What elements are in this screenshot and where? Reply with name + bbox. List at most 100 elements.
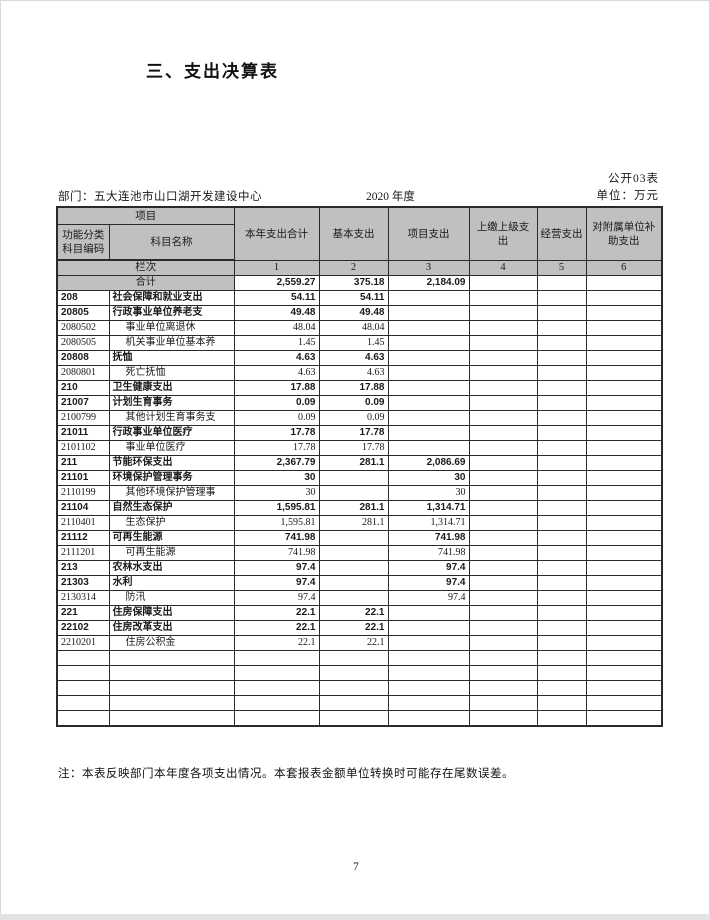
- value-cell: [585, 680, 663, 696]
- value-cell: [468, 470, 538, 486]
- value-cell: [468, 530, 538, 546]
- value-cell: [536, 515, 587, 531]
- empty-row: [56, 680, 663, 696]
- value-cell: [468, 560, 538, 576]
- header-upturn-expense: 上缴上级支出: [468, 206, 538, 261]
- subject-name-cell: 计划生育事务: [108, 395, 235, 411]
- value-cell: [536, 635, 587, 651]
- value-cell: 741.98: [387, 545, 470, 561]
- value-cell: [585, 440, 663, 456]
- function-code-cell: 2100799: [56, 410, 110, 426]
- value-cell: [318, 470, 389, 486]
- total-value: 375.18: [318, 275, 389, 291]
- value-cell: [387, 305, 470, 321]
- value-cell: [318, 680, 389, 696]
- value-cell: [536, 650, 587, 666]
- value-cell: 1,595.81: [233, 515, 320, 531]
- value-cell: [468, 515, 538, 531]
- col-number: 6: [585, 259, 663, 276]
- function-code-cell: 2110401: [56, 515, 110, 531]
- table-row: 208 社会保障和就业支出 54.11 54.11: [56, 290, 663, 306]
- value-cell: [585, 575, 663, 591]
- unit-label: 单位：万元: [596, 190, 659, 202]
- table-row: 21112 可再生能源 741.98 741.98: [56, 530, 663, 546]
- subject-name-cell: 事业单位离退休: [108, 320, 235, 336]
- value-cell: [536, 665, 587, 681]
- value-cell: 17.88: [318, 380, 389, 396]
- empty-row: [56, 710, 663, 727]
- function-code-cell: 2101102: [56, 440, 110, 456]
- subject-name-cell: 住房保障支出: [108, 605, 235, 621]
- function-code-cell: 208: [56, 290, 110, 306]
- value-cell: [585, 485, 663, 501]
- value-cell: [585, 620, 663, 636]
- value-cell: 281.1: [318, 515, 389, 531]
- value-cell: [318, 650, 389, 666]
- page-title: 三、支出决算表: [146, 62, 279, 81]
- table-row: 210 卫生健康支出 17.88 17.88: [56, 380, 663, 396]
- value-cell: [585, 695, 663, 711]
- subject-name-cell: [108, 665, 235, 681]
- function-code-cell: [56, 680, 110, 696]
- function-code-cell: 2110199: [56, 485, 110, 501]
- value-cell: [387, 695, 470, 711]
- value-cell: [468, 485, 538, 501]
- value-cell: [318, 695, 389, 711]
- page-bottom-edge: [0, 914, 710, 920]
- value-cell: [468, 605, 538, 621]
- value-cell: [585, 635, 663, 651]
- value-cell: [387, 410, 470, 426]
- value-cell: [468, 500, 538, 516]
- total-value: [585, 275, 663, 291]
- subject-name-cell: 死亡抚恤: [108, 365, 235, 381]
- value-cell: [468, 455, 538, 471]
- value-cell: [585, 500, 663, 516]
- subject-name-cell: 水利: [108, 575, 235, 591]
- table-row: 20805 行政事业单位养老支 49.48 49.48: [56, 305, 663, 321]
- value-cell: 741.98: [387, 530, 470, 546]
- value-cell: 17.78: [318, 425, 389, 441]
- value-cell: [468, 290, 538, 306]
- value-cell: [387, 335, 470, 351]
- value-cell: [585, 335, 663, 351]
- value-cell: [318, 545, 389, 561]
- value-cell: 741.98: [233, 545, 320, 561]
- function-code-cell: 210: [56, 380, 110, 396]
- value-cell: 22.1: [233, 605, 320, 621]
- value-cell: 0.09: [318, 395, 389, 411]
- value-cell: [318, 665, 389, 681]
- column-index-row: 栏次 1 2 3 4 5 6: [56, 259, 663, 276]
- value-cell: [387, 605, 470, 621]
- total-value: [468, 275, 538, 291]
- value-cell: [536, 575, 587, 591]
- value-cell: [536, 365, 587, 381]
- value-cell: 1,595.81: [233, 500, 320, 516]
- value-cell: [585, 410, 663, 426]
- value-cell: 2,086.69: [387, 455, 470, 471]
- value-cell: [585, 380, 663, 396]
- value-cell: [318, 530, 389, 546]
- table-row: 2111201 可再生能源 741.98 741.98: [56, 545, 663, 561]
- value-cell: 97.4: [387, 560, 470, 576]
- page-number: 7: [353, 861, 359, 873]
- table-row: 2080502 事业单位离退休 48.04 48.04: [56, 320, 663, 336]
- value-cell: [387, 365, 470, 381]
- subject-name-cell: 行政事业单位养老支: [108, 305, 235, 321]
- value-cell: [468, 635, 538, 651]
- value-cell: 0.09: [233, 395, 320, 411]
- value-cell: [387, 620, 470, 636]
- value-cell: [318, 575, 389, 591]
- value-cell: [233, 710, 320, 727]
- table-row: 21101 环境保护管理事务 30 30: [56, 470, 663, 486]
- header-basic-expense: 基本支出: [318, 206, 389, 261]
- value-cell: [468, 590, 538, 606]
- value-cell: [585, 320, 663, 336]
- value-cell: [468, 410, 538, 426]
- value-cell: [233, 665, 320, 681]
- value-cell: [387, 680, 470, 696]
- value-cell: [468, 620, 538, 636]
- value-cell: [536, 680, 587, 696]
- header-function-code: 功能分类科目编码: [56, 224, 110, 261]
- value-cell: [585, 650, 663, 666]
